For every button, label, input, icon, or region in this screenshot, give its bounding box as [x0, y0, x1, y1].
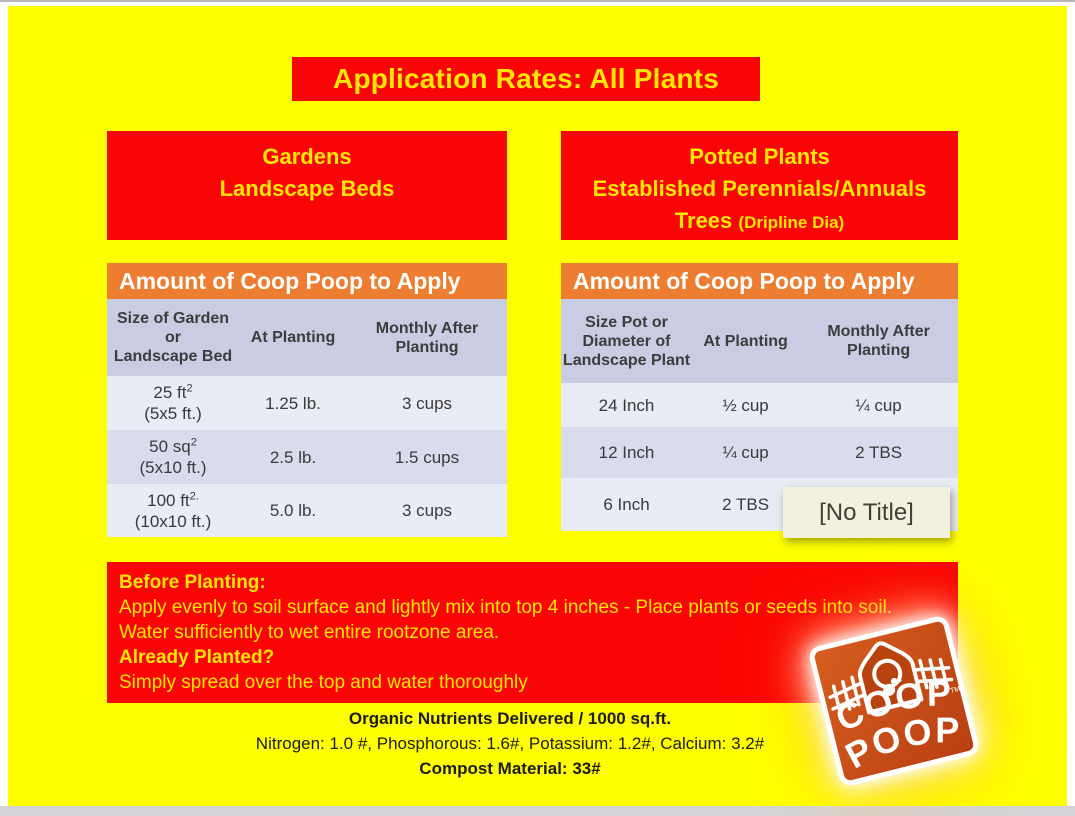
coop-poop-logo-graphic: COOP POOP TM — [809, 616, 979, 786]
table-column-header-row: Size Pot or Diameter of Landscape Plant … — [561, 299, 958, 383]
nutrients-line: Nitrogen: 1.0 #, Phosphorous: 1.6#, Pota… — [255, 734, 765, 753]
window-bottom-edge — [0, 806, 1075, 816]
category-line: Potted Plants — [689, 144, 830, 169]
cell-size: 24 Inch — [598, 395, 655, 415]
table-row: 100 ft2. (10x10 ft.) 5.0 lb. 3 cups — [107, 484, 507, 537]
coop-poop-logo: COOP POOP TM — [803, 610, 985, 792]
column-header-monthly: Monthly After Planting — [827, 323, 930, 359]
cell-size: 12 Inch — [598, 443, 655, 462]
table-row: 25 ft2 (5x5 ft.) 1.25 lb. 3 cups — [107, 376, 507, 430]
category-line: Gardens — [262, 144, 352, 169]
tooltip-text: [No Title] — [819, 498, 914, 526]
cell-monthly: 1.5 cups — [394, 447, 460, 467]
fence-icon — [828, 657, 954, 716]
chicken-coop-icon — [857, 641, 924, 715]
cell-size: 100 ft2. (10x10 ft.) — [134, 489, 212, 531]
category-box-gardens: Gardens Landscape Beds — [107, 131, 507, 240]
table-row: 50 sq2 (5x10 ft.) 2.5 lb. 1.5 cups — [107, 430, 507, 484]
trademark-mark: TM — [950, 686, 962, 695]
cell-at-planting: 5.0 lb. — [269, 501, 317, 520]
instruction-heading: Already Planted? — [119, 647, 275, 668]
table-column-header-row: Size of Garden or Landscape Bed At Plant… — [107, 299, 507, 376]
instruction-line: Simply spread over the top and water tho… — [119, 672, 534, 693]
nutrients-line: Organic Nutrients Delivered / 1000 sq.ft… — [348, 709, 672, 728]
table-gardens: Amount of Coop Poop to Apply Size of Gar… — [107, 263, 507, 537]
table-row: 12 Inch ¼ cup 2 TBS — [561, 427, 958, 478]
cell-size: 50 sq2 (5x10 ft.) — [139, 436, 207, 477]
instruction-line: Water sufficiently to wet entire rootzon… — [119, 622, 500, 643]
cell-monthly: 3 cups — [401, 501, 453, 520]
cell-monthly: 2 TBS — [855, 443, 903, 462]
table-title-bar: Amount of Coop Poop to Apply — [561, 263, 958, 299]
window-top-edge — [0, 0, 1075, 2]
column-header-at-planting: At Planting — [703, 332, 788, 350]
cell-monthly: 3 cups — [401, 393, 453, 413]
cell-monthly: ¼ cup — [855, 395, 902, 415]
period-mark: . — [527, 672, 534, 693]
instruction-line: Apply evenly to soil surface and lightly… — [119, 597, 893, 618]
table-row: 24 Inch ½ cup ¼ cup — [561, 383, 958, 427]
cell-at-planting: ½ cup — [722, 395, 769, 415]
instructions-box: Before Planting: Apply evenly to soil su… — [107, 562, 958, 703]
column-header-monthly: Monthly After Planting — [375, 319, 479, 356]
no-title-tooltip: [No Title] — [783, 487, 950, 538]
nutrients-text-block: Organic Nutrients Delivered / 1000 sq.ft… — [215, 706, 805, 781]
nutrients-line: Compost Material: 33# — [419, 759, 601, 778]
page-title: Application Rates: All Plants — [333, 63, 719, 94]
column-header-size: Size Pot or Diameter of Landscape Plant — [562, 313, 691, 369]
cell-at-planting: ¼ cup — [722, 443, 769, 462]
cell-at-planting: 1.25 lb. — [265, 393, 321, 413]
category-line: Landscape Beds — [219, 176, 395, 201]
cell-size: 25 ft2 (5x5 ft.) — [144, 382, 202, 423]
instruction-heading: Before Planting: — [119, 572, 266, 593]
column-header-at-planting: At Planting — [250, 329, 336, 346]
cell-at-planting: 2 TBS — [722, 495, 770, 514]
category-box-potted-plants: Potted Plants Established Perennials/Ann… — [561, 131, 958, 240]
category-line: Trees (Dripline Dia) — [674, 208, 845, 233]
table-title-bar: Amount of Coop Poop to Apply — [107, 263, 507, 299]
category-line-small: (Dripline Dia) — [738, 213, 845, 232]
cell-size: 6 Inch — [603, 495, 650, 514]
cell-at-planting: 2.5 lb. — [269, 447, 317, 467]
column-header-size: Size of Garden or Landscape Bed — [113, 310, 233, 365]
category-line: Established Perennials/Annuals — [592, 176, 927, 201]
title-banner: Application Rates: All Plants — [292, 57, 760, 101]
